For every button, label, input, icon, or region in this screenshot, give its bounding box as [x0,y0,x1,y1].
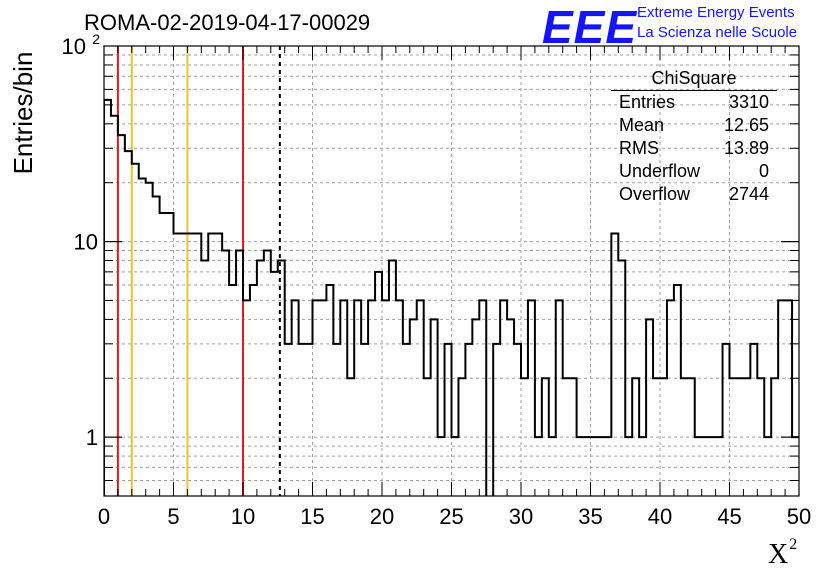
y-tick-label: 10 [62,34,86,59]
tick-marks-layer [103,46,800,496]
x-tick-label: 35 [578,504,602,529]
x-tick-label: 0 [98,504,110,529]
x-tick-label: 5 [167,504,179,529]
stats-row-entries: Entries 3310 [611,91,777,114]
stats-label: Mean [619,115,665,135]
x-tick-label: 45 [717,504,741,529]
x-axis-label-sup: 2 [789,536,798,553]
stats-label: Underflow [619,161,701,181]
stats-label: RMS [619,138,659,158]
logo-tagline-2: La Scienza nelle Scuole [637,24,798,41]
stats-value: 0 [758,161,769,181]
stats-box: ChiSquare Entries 3310 Mean 12.65 RMS 13.89… [611,66,777,206]
y-tick-label-exponent: 2 [92,31,100,47]
x-tick-label: 20 [370,504,394,529]
grid-layer [104,46,799,496]
stats-row-underflow: Underflow 0 [611,160,777,183]
tick-labels-layer: 0 5 10 15 20 25 30 35 40 45 50 1 10 10 2 [62,31,812,529]
stats-row-rms: RMS 13.89 [611,137,777,160]
y-tick-label: 10 [74,230,98,255]
vertical-lines-layer [116,46,281,496]
y-axis-label: Entries/bin [8,51,38,175]
stats-row-mean: Mean 12.65 [611,114,777,137]
stats-label: Overflow [619,184,691,204]
stats-row-overflow: Overflow 2744 [611,183,777,206]
chart-title: ROMA-02-2019-04-17-00029 [84,10,371,35]
stats-value: 13.89 [723,138,769,158]
y-tick-label: 1 [86,425,98,450]
stats-value: 12.65 [723,115,769,135]
stats-title: ChiSquare [611,66,777,91]
x-tick-label: 10 [231,504,255,529]
stats-value: 3310 [728,92,769,112]
eee-logo: EEE [542,1,638,53]
stats-label: Entries [619,92,676,112]
x-tick-label: 15 [300,504,324,529]
histogram-layer [104,98,799,496]
x-tick-label: 25 [439,504,463,529]
x-axis-label: X2 [768,536,797,571]
logo-tagline-1: Extreme Energy Events [637,4,795,21]
histogram-series [104,98,799,496]
x-tick-label: 40 [648,504,672,529]
x-tick-label: 30 [509,504,533,529]
stats-value: 2744 [728,184,769,204]
x-axis-label-base: X [768,539,789,570]
x-tick-label: 50 [787,504,811,529]
